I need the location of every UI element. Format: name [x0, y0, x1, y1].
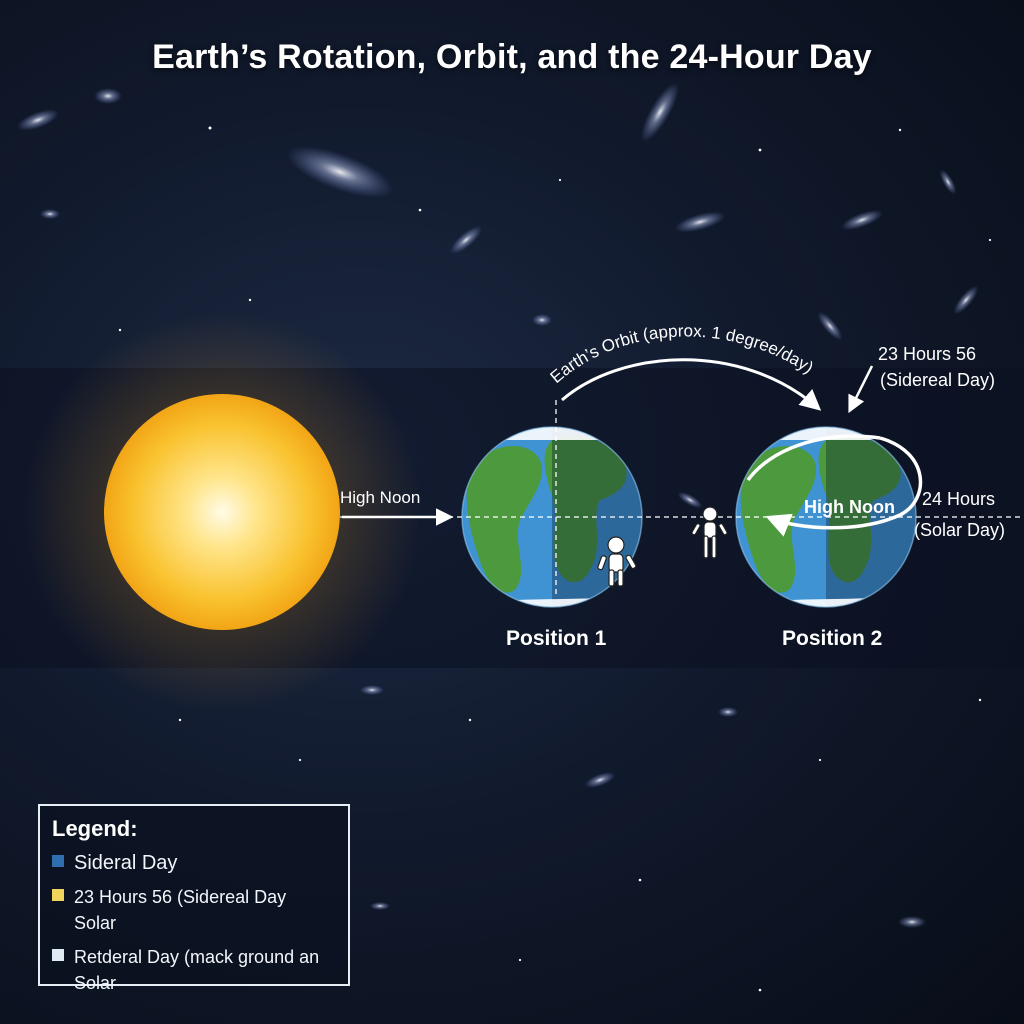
sidereal-arrow	[848, 365, 874, 414]
legend-swatch	[52, 949, 64, 961]
legend-item: Retderal Day (mack ground an Solar	[52, 944, 336, 996]
legend-item-label: Retderal Day (mack ground an	[74, 947, 320, 967]
legend-item-label: Sideral Day	[74, 852, 178, 874]
sidereal-label-line2: (Sidereal Day)	[880, 370, 996, 390]
solar-label-line1: 24 Hours	[922, 489, 996, 509]
legend-item-sublabel: Solar	[74, 913, 117, 933]
high-noon-label-right: High Noon	[804, 497, 895, 517]
legend-swatch	[52, 855, 64, 867]
person-icon	[691, 506, 728, 559]
sun-icon	[22, 312, 422, 712]
legend-title: Legend:	[52, 816, 138, 841]
starfield	[17, 82, 992, 992]
high-noon-label-left: High Noon	[340, 488, 421, 507]
legend-item: Sideral Day	[52, 850, 336, 876]
legend-item-label: 23 Hours 56 (Sidereal Day	[74, 887, 287, 907]
legend-swatch	[52, 889, 64, 901]
rotation-arrow-top	[746, 434, 881, 482]
guide-lines	[340, 400, 1024, 598]
legend-box: Legend: Sideral Day 23 Hours 56 (Siderea…	[38, 804, 350, 993]
rotation-arrow	[765, 436, 923, 537]
diagram-title: Earth’s Rotation, Orbit, and the 24-Hour…	[152, 38, 872, 76]
solar-label-line2: (Solar Day)	[914, 520, 1006, 540]
person-icon	[597, 536, 637, 587]
legend-item: 23 Hours 56 (Sidereal Day Solar	[52, 884, 336, 936]
legend-item-sublabel: Solar	[74, 973, 117, 993]
orbit-arrow	[561, 358, 822, 411]
position-2-label: Position 2	[782, 627, 883, 650]
position-1-label: Position 1	[506, 627, 607, 650]
sidereal-label-line1: 23 Hours 56	[878, 344, 977, 364]
